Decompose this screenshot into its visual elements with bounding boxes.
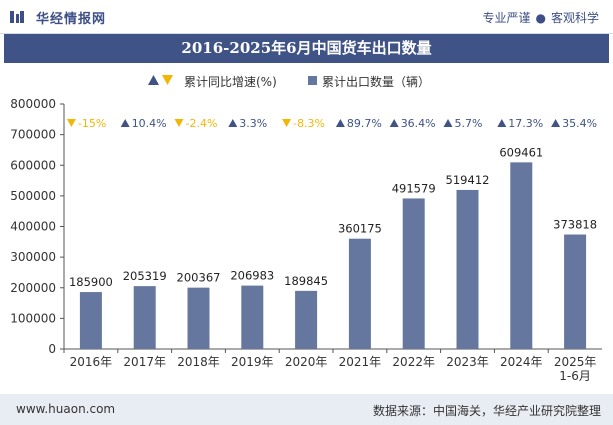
bar-data-label: 360175 (338, 222, 382, 236)
x-category-label: 2019年 (231, 355, 274, 369)
x-category-label: 2017年 (123, 355, 166, 369)
bar (79, 292, 102, 349)
x-category-label: 1-6月 (559, 369, 591, 383)
legend-bar-swatch (308, 76, 317, 85)
growth-rate-label: 89.7% (347, 117, 382, 130)
footer: www.huaon.com 数据来源：中国海关，华经产业研究院整理 (0, 394, 613, 425)
bar (510, 162, 533, 349)
bar-data-label: 185900 (69, 275, 113, 289)
legend: 累计同比增速(%) 累计出口数量（辆） (0, 72, 613, 92)
chart-title: 2016-2025年6月中国货车出口数量 (4, 34, 609, 63)
x-category-label: 2022年 (392, 355, 435, 369)
y-tick-label: 0 (48, 342, 56, 356)
x-category-label: 2025年 (554, 355, 597, 369)
growth-rate-label: 10.4% (132, 117, 167, 130)
bar (564, 234, 587, 349)
growth-rate-label: 36.4% (401, 117, 436, 130)
y-tick-label: 200000 (10, 281, 56, 295)
growth-rate-label: 35.4% (562, 117, 597, 130)
growth-rate-label: 5.7% (455, 117, 483, 130)
bar-data-label: 519412 (446, 173, 490, 187)
bar-data-label: 189845 (284, 274, 328, 288)
growth-up-triangle-icon (228, 119, 238, 127)
growth-down-triangle-icon (174, 119, 184, 127)
legend-down-triangle-icon (162, 75, 173, 85)
footer-url[interactable]: www.huaon.com (16, 402, 116, 416)
bar-data-label: 205319 (123, 269, 167, 283)
x-category-label: 2016年 (70, 355, 113, 369)
growth-up-triangle-icon (335, 119, 345, 127)
bar-data-label: 206983 (230, 269, 274, 283)
growth-rate-label: 3.3% (239, 117, 267, 130)
y-tick-label: 800000 (10, 97, 56, 111)
legend-export-label: 累计出口数量（辆） (322, 75, 431, 89)
y-tick-label: 500000 (10, 189, 56, 203)
bar-data-label: 373818 (553, 218, 597, 232)
y-tick-label: 100000 (10, 311, 56, 325)
growth-up-triangle-icon (389, 119, 399, 127)
growth-rate-label: -2.4% (186, 117, 218, 130)
bar (133, 286, 156, 349)
slogan-right: 客观科学 (550, 11, 599, 25)
x-category-label: 2024年 (500, 355, 543, 369)
top-bar: 华经情报网 专业严谨 ● 客观科学 (0, 0, 613, 34)
growth-rate-label: -8.3% (293, 117, 325, 130)
bar (402, 198, 425, 349)
bar (241, 285, 264, 349)
growth-rate-label: 17.3% (508, 117, 543, 130)
growth-up-triangle-icon (443, 119, 453, 127)
bar (348, 238, 371, 349)
growth-up-triangle-icon (120, 119, 130, 127)
legend-growth-label: 累计同比增速(%) (184, 75, 277, 89)
y-tick-label: 700000 (10, 128, 56, 142)
bar (187, 287, 210, 349)
slogan-left: 专业严谨 (482, 11, 531, 25)
legend-up-triangle-icon (148, 75, 159, 85)
y-tick-label: 400000 (10, 220, 56, 234)
x-category-label: 2020年 (285, 355, 328, 369)
bar (295, 290, 318, 349)
growth-down-triangle-icon (66, 119, 76, 127)
brand-name[interactable]: 华经情报网 (36, 12, 107, 27)
huajing-logo-icon (10, 11, 24, 23)
x-category-label: 2021年 (339, 355, 382, 369)
bar-chart: 0 100000 200000 300000 400000 500000 600000 700… (10, 97, 602, 383)
y-tick-label: 600000 (10, 158, 56, 172)
slogan-separator: ● (535, 11, 546, 25)
bar (456, 189, 479, 349)
growth-down-triangle-icon (282, 119, 292, 127)
bar-data-label: 200367 (177, 271, 221, 285)
slogan: 专业严谨 ● 客观科学 (482, 9, 599, 26)
growth-up-triangle-icon (497, 119, 507, 127)
bar-data-label: 609461 (499, 145, 543, 159)
x-category-label: 2023年 (446, 355, 489, 369)
x-category-label: 2018年 (177, 355, 220, 369)
growth-rate-label: -15% (78, 117, 106, 130)
y-tick-label: 300000 (10, 250, 56, 264)
bar-data-label: 491579 (392, 181, 436, 195)
growth-up-triangle-icon (551, 119, 561, 127)
footer-source: 数据来源：中国海关，华经产业研究院整理 (372, 404, 601, 418)
